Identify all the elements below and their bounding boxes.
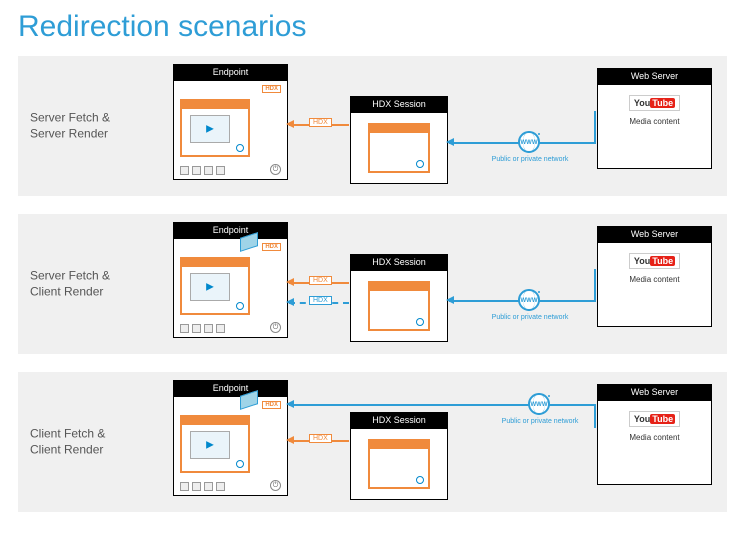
hdx-window-icon xyxy=(368,439,430,489)
network-line xyxy=(552,404,596,406)
webserver-box: Web Server YouTube Media content xyxy=(597,68,712,169)
arrow-left-icon xyxy=(286,120,294,128)
hdx-tag-icon: HDX xyxy=(309,118,332,127)
hdx-session-box: HDX Session xyxy=(350,412,448,500)
video-thumb-icon xyxy=(190,431,230,459)
www-globe-icon: WWW xyxy=(518,131,540,153)
endpoint-box: Endpoint HDX ⏻ xyxy=(173,222,288,338)
endpoint-box: Endpoint HDX ⏻ xyxy=(173,380,288,496)
video-thumb-icon xyxy=(190,273,230,301)
network-line xyxy=(594,269,596,302)
hdx-badge-icon: HDX xyxy=(262,401,281,409)
scenario-label: Client Fetch & Client Render xyxy=(30,426,130,457)
hdx-window-icon xyxy=(368,123,430,173)
ie-icon xyxy=(236,460,244,468)
hdx-session-box: HDX Session xyxy=(350,254,448,342)
www-globe-icon: WWW xyxy=(528,393,550,415)
hdx-header: HDX Session xyxy=(350,96,448,112)
network-line xyxy=(542,142,596,144)
hdx-header: HDX Session xyxy=(350,412,448,428)
video-thumb-icon xyxy=(190,115,230,143)
ie-icon xyxy=(236,302,244,310)
hdx-session-box: HDX Session xyxy=(350,96,448,184)
page-title: Redirection scenarios xyxy=(18,10,727,44)
webserver-header: Web Server xyxy=(597,68,712,84)
ie-icon xyxy=(416,476,424,484)
ie-icon xyxy=(416,318,424,326)
arrow-left-icon xyxy=(446,296,454,304)
browser-window-icon xyxy=(180,99,250,157)
taskbar-icons xyxy=(180,324,225,333)
taskbar-icons xyxy=(180,482,225,491)
webserver-header: Web Server xyxy=(597,226,712,242)
hdx-tag-icon: HDX xyxy=(309,276,332,285)
browser-window-icon xyxy=(180,415,250,473)
media-content-label: Media content xyxy=(598,275,711,285)
webserver-header: Web Server xyxy=(597,384,712,400)
hdx-tag-icon: HDX xyxy=(309,434,332,443)
youtube-logo-icon: YouTube xyxy=(629,95,680,111)
browser-window-icon xyxy=(180,257,250,315)
network-label: Public or private network xyxy=(490,156,570,164)
power-icon: ⏻ xyxy=(270,164,281,175)
network-line xyxy=(594,111,596,144)
power-icon: ⏻ xyxy=(270,480,281,491)
arrow-left-icon xyxy=(446,138,454,146)
arrow-left-icon xyxy=(286,298,294,306)
network-label: Public or private network xyxy=(500,418,580,426)
ie-icon xyxy=(416,160,424,168)
webserver-box: Web Server YouTube Media content xyxy=(597,384,712,485)
scenario-label: Server Fetch & Server Render xyxy=(30,110,130,141)
hdx-tag-icon: HDX xyxy=(309,296,332,305)
hdx-window-icon xyxy=(368,281,430,331)
hdx-header: HDX Session xyxy=(350,254,448,270)
hdx-badge-icon: HDX xyxy=(262,243,281,251)
scenario-sfsr: Server Fetch & Server Render Endpoint HD… xyxy=(18,56,727,196)
webserver-box: Web Server YouTube Media content xyxy=(597,226,712,327)
hdx-badge-icon: HDX xyxy=(262,85,281,93)
arrow-left-icon xyxy=(286,400,294,408)
youtube-logo-icon: YouTube xyxy=(629,253,680,269)
youtube-logo-icon: YouTube xyxy=(629,411,680,427)
endpoint-box: Endpoint HDX ⏻ xyxy=(173,64,288,180)
network-label: Public or private network xyxy=(490,314,570,322)
arrow-left-icon xyxy=(286,278,294,286)
scenario-sfcr: Server Fetch & Client Render Endpoint HD… xyxy=(18,214,727,354)
media-content-label: Media content xyxy=(598,117,711,127)
scenario-cfcr: Client Fetch & Client Render Endpoint HD… xyxy=(18,372,727,512)
power-icon: ⏻ xyxy=(270,322,281,333)
endpoint-header: Endpoint xyxy=(173,222,288,238)
network-line xyxy=(542,300,596,302)
media-content-label: Media content xyxy=(598,433,711,443)
endpoint-header: Endpoint xyxy=(173,380,288,396)
ie-icon xyxy=(236,144,244,152)
arrow-left-icon xyxy=(286,436,294,444)
www-globe-icon: WWW xyxy=(518,289,540,311)
scenario-label: Server Fetch & Client Render xyxy=(30,268,130,299)
taskbar-icons xyxy=(180,166,225,175)
network-line xyxy=(594,404,596,428)
endpoint-header: Endpoint xyxy=(173,64,288,80)
